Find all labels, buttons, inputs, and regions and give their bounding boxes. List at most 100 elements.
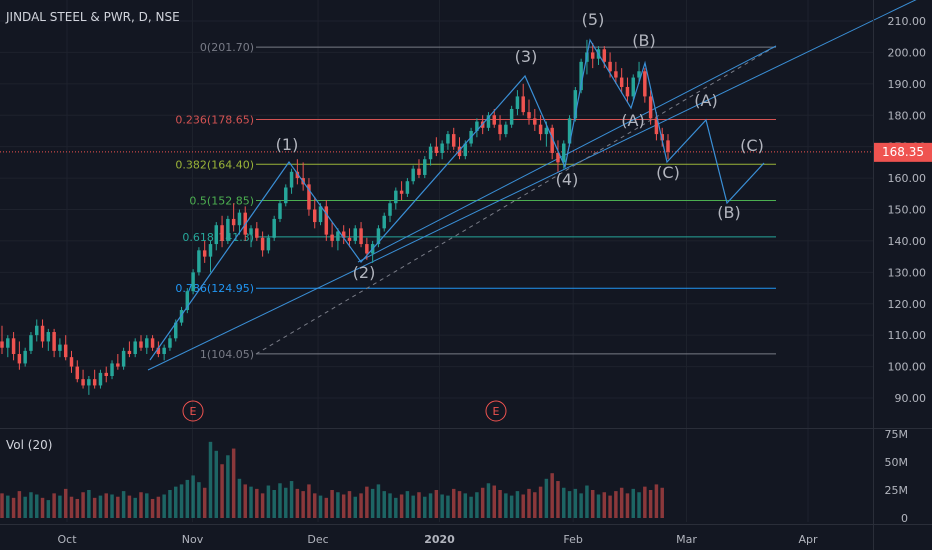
volume-bar xyxy=(538,486,543,518)
time-tick-label: Nov xyxy=(182,533,204,546)
candle-body xyxy=(648,96,653,119)
grid-layer xyxy=(0,0,873,522)
candle-body xyxy=(156,347,161,355)
candle-body xyxy=(197,250,201,273)
volume-bar xyxy=(29,492,33,518)
candle-body xyxy=(295,171,300,179)
wave-label: (C) xyxy=(740,136,764,155)
volume-bar xyxy=(637,492,641,518)
volume-bar xyxy=(237,478,242,518)
volume-bar xyxy=(318,495,323,518)
volume-bar xyxy=(619,487,624,518)
volume-bar xyxy=(92,497,97,518)
volume-bar xyxy=(359,493,363,518)
volume-bar xyxy=(243,484,247,518)
price-tick-label: 130.00 xyxy=(888,266,927,279)
candle-body xyxy=(289,171,294,188)
price-tick-label: 110.00 xyxy=(888,329,927,342)
time-tick-label: Oct xyxy=(57,533,77,546)
candle-body xyxy=(98,372,103,386)
time-tick-label: Feb xyxy=(563,533,582,546)
time-tick-label: 2020 xyxy=(424,533,455,546)
volume-bar xyxy=(353,496,358,518)
volume-bar xyxy=(260,493,265,518)
volume-bar xyxy=(133,497,137,518)
volume-bar xyxy=(284,487,288,518)
volume-bar xyxy=(457,491,462,518)
candle-body xyxy=(614,71,618,78)
fib-level-label: 1(104.05) xyxy=(200,348,254,361)
candle-body xyxy=(312,209,317,223)
volume-bar xyxy=(104,493,108,518)
candle-body xyxy=(405,181,410,194)
candle-body xyxy=(411,168,415,182)
volume-bar xyxy=(231,448,236,518)
volume-bar xyxy=(127,495,132,518)
volume-bar xyxy=(220,464,224,518)
earnings-marker: E xyxy=(485,400,507,422)
volume-tick-label: 75M xyxy=(885,428,909,441)
volume-bar xyxy=(451,488,456,518)
volume-bar xyxy=(98,495,103,518)
candle-body xyxy=(556,152,560,163)
candle-body xyxy=(127,350,132,355)
candle-body xyxy=(423,159,427,175)
candle-body xyxy=(52,332,56,351)
volume-bar xyxy=(562,487,566,518)
candle-body xyxy=(637,71,641,78)
volume-bar xyxy=(46,500,51,518)
fib-level-label: 0(201.70) xyxy=(200,41,254,54)
volume-bar xyxy=(11,497,16,518)
candle-body xyxy=(527,112,531,119)
volume-bar xyxy=(63,488,68,518)
price-tick-label: 160.00 xyxy=(888,172,927,185)
candle-body xyxy=(521,96,525,113)
volume-bar xyxy=(509,495,514,518)
candle-body xyxy=(643,71,647,97)
volume-bar xyxy=(0,493,4,518)
earnings-marker-circle xyxy=(182,400,204,422)
candle-body xyxy=(110,363,114,377)
volume-bar xyxy=(469,496,473,518)
candle-body xyxy=(567,118,572,144)
candle-body xyxy=(533,118,537,125)
candle-body xyxy=(17,354,22,364)
candle-body xyxy=(11,338,16,355)
volume-bar xyxy=(168,490,172,518)
candle-body xyxy=(191,272,195,292)
candle-body xyxy=(504,124,508,135)
volume-bar xyxy=(81,492,85,518)
volume-bar xyxy=(295,488,300,518)
candle-body xyxy=(202,250,207,257)
candle-body xyxy=(284,187,288,204)
candle-body xyxy=(475,121,479,131)
chart-title: JINDAL STEEL & PWR, D, NSE xyxy=(5,10,180,24)
candle-body xyxy=(619,77,624,87)
price-tick-label: 180.00 xyxy=(888,109,927,122)
candle-body xyxy=(631,77,635,97)
candle-body xyxy=(266,237,271,251)
last-price-badge: 168.35 xyxy=(874,142,932,162)
volume-bar xyxy=(330,490,334,518)
volume-bar xyxy=(121,491,126,518)
price-tick-label: 90.00 xyxy=(895,392,927,405)
earnings-marker-label: E xyxy=(493,405,500,418)
candle-body xyxy=(463,143,468,157)
candle-body xyxy=(260,237,265,251)
candle-body xyxy=(58,344,62,351)
candle-body xyxy=(359,228,363,245)
candle-body xyxy=(666,140,670,152)
volume-bar xyxy=(556,481,560,518)
candle-body xyxy=(255,228,259,238)
candle-body xyxy=(324,206,329,235)
volume-bar xyxy=(365,486,369,518)
candle-body xyxy=(457,146,462,157)
volume-bar xyxy=(428,493,433,518)
fib-level-label: 0.236(178.65) xyxy=(175,113,254,126)
volume-bar xyxy=(399,494,404,518)
candle-body xyxy=(139,341,143,348)
volume-bar xyxy=(266,485,271,518)
candle-body xyxy=(81,379,85,386)
